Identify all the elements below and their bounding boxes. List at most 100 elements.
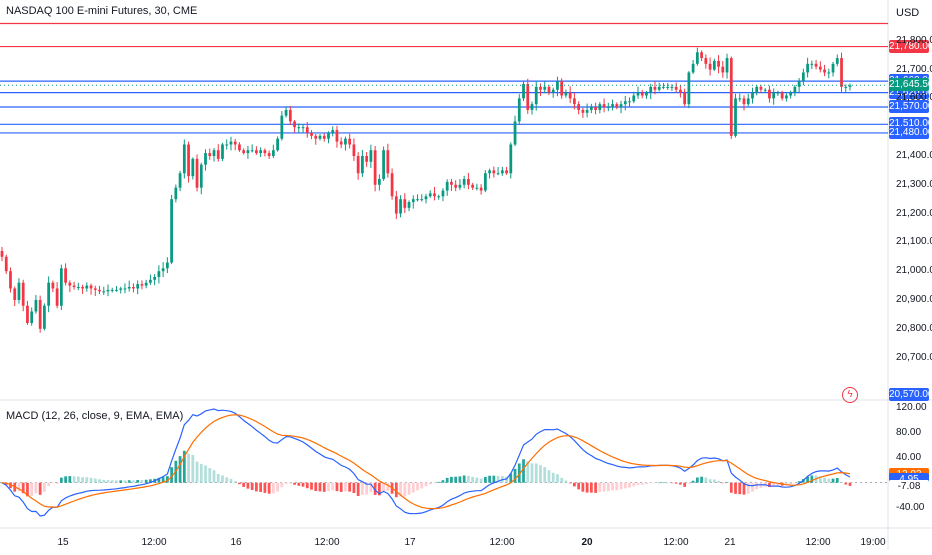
candle-body <box>776 92 780 94</box>
macd-histogram-bar <box>848 482 852 486</box>
macd-histogram-bar <box>547 470 551 483</box>
macd-histogram-bar <box>458 476 462 483</box>
macd-histogram-bar <box>352 482 356 494</box>
time-tick-label: 16 <box>230 537 242 548</box>
candle-body <box>212 150 216 156</box>
macd-histogram-bar <box>526 461 530 483</box>
price-tick-label: 21,600.00 <box>896 92 932 104</box>
macd-histogram-bar <box>157 477 161 483</box>
macd-histogram-bar <box>182 450 186 483</box>
macd-histogram-bar <box>509 473 513 483</box>
macd-histogram-bar <box>437 481 441 483</box>
candle-body <box>348 138 352 145</box>
candle-body <box>619 104 623 108</box>
candle-body <box>636 92 640 96</box>
candle-body <box>331 130 335 133</box>
candle-body <box>132 287 135 289</box>
candle-body <box>208 153 212 156</box>
macd-histogram-bar <box>462 475 466 483</box>
macd-histogram-bar <box>810 475 814 483</box>
macd-histogram-bar <box>110 480 114 483</box>
candle-body <box>170 199 173 263</box>
macd-histogram-bar <box>831 478 835 483</box>
candle-body <box>377 179 381 185</box>
macd-histogram-bar <box>93 478 97 483</box>
macd-histogram-bar <box>132 480 135 483</box>
candle-body <box>403 199 407 208</box>
candle-body <box>823 69 826 73</box>
macd-histogram-bar <box>496 475 500 483</box>
candle-body <box>93 288 97 290</box>
candle-body <box>246 150 250 154</box>
candle-body <box>85 285 89 289</box>
price-tick-label: 21,100.00 <box>896 236 932 248</box>
candle-body <box>441 190 445 197</box>
macd-histogram-bar <box>38 482 42 495</box>
macd-histogram-bar <box>327 482 330 492</box>
macd-histogram-bar <box>399 482 402 497</box>
candle-body <box>361 155 364 174</box>
macd-histogram-bar <box>657 482 661 484</box>
candle-body <box>263 150 267 154</box>
candle-body <box>216 150 220 159</box>
macd-histogram-bar <box>195 461 199 483</box>
macd-histogram-bar <box>505 476 508 483</box>
candle-body <box>144 282 148 286</box>
macd-histogram-bar <box>844 482 848 485</box>
candle-body <box>110 289 114 291</box>
candle-body <box>4 256 8 272</box>
candle-body <box>199 164 203 188</box>
candle-body <box>712 60 716 70</box>
macd-histogram-bar <box>386 482 390 491</box>
candle-body <box>233 141 237 145</box>
macd-histogram-bar <box>797 481 801 483</box>
macd-histogram-bar <box>85 477 89 483</box>
macd-histogram-bar <box>263 482 267 493</box>
candle-body <box>496 173 500 175</box>
candle-body <box>34 299 38 312</box>
candle-body <box>450 181 453 185</box>
level-badge: 20,570.00 <box>889 388 932 401</box>
candle-body <box>26 305 29 324</box>
candle-body <box>467 179 470 185</box>
macd-histogram-bar <box>695 477 699 483</box>
candle-body <box>386 150 390 174</box>
candle-body <box>178 173 182 188</box>
candle-body <box>708 63 712 70</box>
flash-icon[interactable]: ϟ <box>842 387 858 403</box>
macd-histogram-bar <box>700 476 703 483</box>
macd-histogram-bar <box>305 482 309 489</box>
macd-histogram-bar <box>64 476 67 483</box>
macd-histogram-bar <box>666 482 670 484</box>
candle-body <box>780 92 784 99</box>
macd-histogram-bar <box>729 482 733 493</box>
candle-body <box>797 81 801 87</box>
macd-histogram-bar <box>369 482 373 493</box>
candle-body <box>674 86 678 90</box>
macd-histogram-bar <box>585 482 589 493</box>
macd-tick-label: 40.00 <box>896 451 922 463</box>
macd-histogram-bar <box>34 482 38 494</box>
candle-body <box>785 95 788 99</box>
candle-body <box>492 170 496 174</box>
macd-histogram-bar <box>556 474 559 483</box>
level-badge: 21,780.00 <box>889 39 932 53</box>
candle-body <box>140 284 144 286</box>
time-tick-label: 20 <box>581 537 593 548</box>
currency-label: USD <box>896 7 920 19</box>
candle-body <box>72 285 76 288</box>
macd-histogram-bar <box>776 482 780 486</box>
candle-body <box>174 187 178 200</box>
macd-histogram-bar <box>806 476 809 483</box>
candle-body <box>259 150 263 154</box>
macd-histogram-bar <box>17 482 21 491</box>
candle-body <box>738 98 742 100</box>
macd-histogram-bar <box>662 482 665 484</box>
macd-histogram-bar <box>255 482 258 492</box>
macd-histogram-bar <box>479 478 483 483</box>
macd-histogram-bar <box>280 482 284 488</box>
time-tick-label: 19:00 <box>860 537 886 548</box>
macd-histogram-bar <box>598 482 602 493</box>
